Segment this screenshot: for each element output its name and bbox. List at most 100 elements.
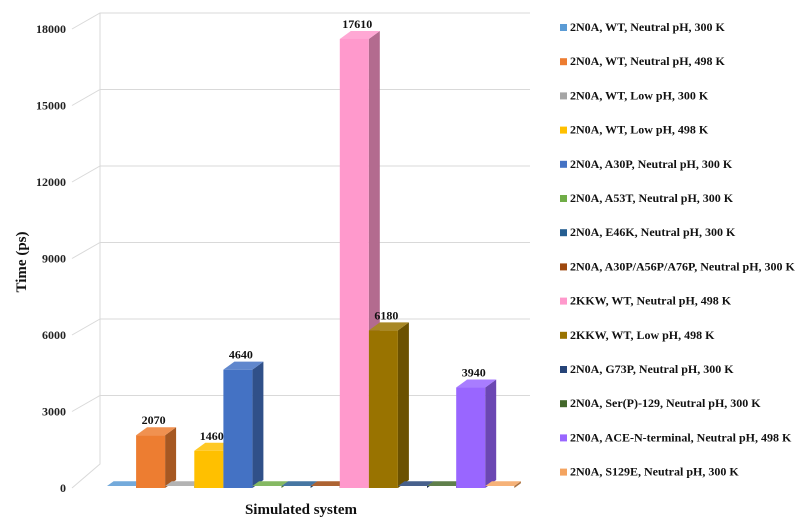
bar-top: [368, 322, 409, 331]
legend-label: 2KKW, WT, Neutral pH, 498 K: [570, 294, 732, 308]
y-tick-label: 0: [60, 481, 66, 495]
legend-item: 2N0A, A30P/A56P/A76P, Neutral pH, 300 K: [560, 259, 796, 273]
y-axis-title: Time (ps): [14, 232, 30, 293]
bar-top: [223, 361, 264, 370]
bar-front: [194, 450, 224, 488]
data-label: 6180: [374, 308, 398, 322]
bar: [456, 379, 497, 488]
data-label: 3940: [462, 366, 486, 380]
legend-item: 2N0A, WT, Low pH, 300 K: [560, 88, 709, 102]
legend-item: 2N0A, A53T, Neutral pH, 300 K: [560, 191, 734, 205]
legend-label: 2N0A, E46K, Neutral pH, 300 K: [570, 225, 736, 239]
gridline: [71, 165, 530, 183]
legend-item: 2N0A, WT, Neutral pH, 300 K: [560, 20, 726, 34]
legend-swatch: [560, 434, 567, 442]
bar-top: [456, 379, 497, 388]
legend-item: 2N0A, E46K, Neutral pH, 300 K: [560, 225, 736, 239]
gridline: [71, 12, 530, 30]
data-label: 17610: [342, 17, 372, 31]
legend-label: 2N0A, G73P, Neutral pH, 300 K: [570, 362, 734, 376]
legend-item: 2N0A, S129E, Neutral pH, 300 K: [560, 465, 739, 479]
legend-label: 2N0A, S129E, Neutral pH, 300 K: [570, 465, 739, 479]
bar-top: [165, 481, 201, 486]
legend-label: 2N0A, WT, Low pH, 498 K: [570, 123, 709, 137]
bar-top: [136, 427, 177, 436]
bar-side: [165, 427, 177, 488]
bar-side: [397, 322, 409, 488]
legend-label: 2N0A, WT, Neutral pH, 498 K: [570, 54, 726, 68]
bar-front: [456, 387, 486, 488]
y-tick-label: 6000: [42, 328, 66, 342]
bar: [223, 361, 264, 488]
legend-item: 2KKW, WT, Low pH, 498 K: [560, 328, 715, 342]
bars: [107, 30, 521, 488]
y-axis-ticks: 0 3000 6000 9000 12000 15000 18000: [36, 22, 66, 495]
legend-label: 2KKW, WT, Low pH, 498 K: [570, 328, 715, 342]
legend-swatch: [560, 468, 567, 476]
legend-item: 2N0A, A30P, Neutral pH, 300 K: [560, 157, 733, 171]
back-wall-edge: [71, 13, 101, 489]
legend-swatch: [560, 160, 567, 168]
gridline: [71, 89, 530, 106]
x-axis-title: Simulated system: [245, 502, 358, 518]
legend-item: 2N0A, G73P, Neutral pH, 300 K: [560, 362, 734, 376]
bar: [368, 322, 409, 488]
legend-label: 2N0A, A30P, Neutral pH, 300 K: [570, 157, 733, 171]
legend-label: 2N0A, Ser(P)-129, Neutral pH, 300 K: [570, 396, 761, 410]
legend-swatch: [560, 229, 567, 237]
bar-side: [514, 481, 521, 488]
legend-swatch: [560, 297, 567, 305]
legend-swatch: [560, 24, 567, 31]
y-tick-label: 12000: [36, 175, 66, 189]
legend-label: 2N0A, A53T, Neutral pH, 300 K: [570, 191, 734, 205]
bar-top: [107, 481, 143, 486]
legend-swatch: [560, 92, 567, 100]
bar-front: [223, 369, 253, 488]
bar-top: [310, 481, 347, 486]
legend-label: 2N0A, WT, Low pH, 300 K: [570, 88, 709, 102]
legend-swatch: [560, 195, 567, 202]
legend-swatch: [560, 58, 567, 66]
legend-swatch: [560, 126, 567, 134]
gridline: [71, 242, 530, 259]
bar-front: [136, 435, 166, 488]
legend-item: 2N0A, WT, Low pH, 498 K: [560, 123, 709, 137]
bar: [252, 481, 289, 488]
legend-label: 2N0A, A30P/A56P/A76P, Neutral pH, 300 K: [570, 259, 796, 273]
data-label: 2070: [142, 413, 166, 427]
legend-label: 2N0A, ACE-N-terminal, Neutral pH, 498 K: [570, 430, 792, 444]
legend: 2N0A, WT, Neutral pH, 300 K 2N0A, WT, Neu…: [560, 20, 796, 479]
legend-item: 2N0A, ACE-N-terminal, Neutral pH, 498 K: [560, 430, 792, 444]
bar: [398, 481, 434, 488]
bar-top: [427, 481, 463, 486]
bar: [485, 481, 521, 488]
data-label: 1460: [200, 429, 224, 443]
y-tick-label: 9000: [42, 252, 66, 266]
y-tick-label: 3000: [42, 405, 66, 419]
legend-swatch: [560, 331, 567, 339]
legend-label: 2N0A, WT, Neutral pH, 300 K: [570, 20, 726, 34]
bar-front: [339, 38, 369, 488]
data-label: 4640: [229, 348, 253, 362]
legend-swatch: [560, 366, 567, 373]
bar-top: [485, 481, 521, 486]
legend-item: 2N0A, WT, Neutral pH, 498 K: [560, 54, 726, 68]
bar-top: [398, 481, 434, 486]
legend-item: 2N0A, Ser(P)-129, Neutral pH, 300 K: [560, 396, 761, 410]
legend-swatch: [560, 263, 567, 271]
data-labels: 2070 1460 4640 17610 6180 3940: [142, 17, 486, 443]
gridlines: [71, 12, 530, 489]
legend-swatch: [560, 400, 567, 408]
y-tick-label: 15000: [36, 99, 66, 113]
bar: [136, 427, 177, 488]
bar-front: [368, 330, 398, 488]
bar-top: [281, 481, 318, 486]
legend-item: 2KKW, WT, Neutral pH, 498 K: [560, 294, 732, 308]
gridline: [71, 318, 530, 336]
bar-top: [252, 481, 289, 486]
y-tick-label: 18000: [36, 22, 66, 36]
bar-side: [252, 361, 264, 488]
bar: [281, 481, 318, 488]
bar-top: [339, 30, 380, 39]
